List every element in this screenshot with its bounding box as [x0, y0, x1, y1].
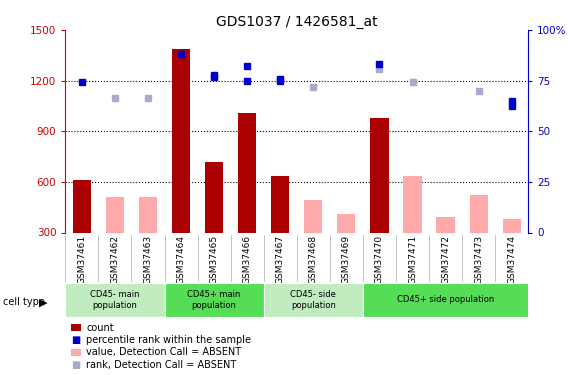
- Text: rank, Detection Call = ABSENT: rank, Detection Call = ABSENT: [86, 360, 237, 370]
- Text: value, Detection Call = ABSENT: value, Detection Call = ABSENT: [86, 348, 241, 357]
- Bar: [271, 176, 289, 232]
- Bar: [65, 283, 165, 317]
- Text: GSM37471: GSM37471: [408, 235, 417, 284]
- Text: CD45+ main
population: CD45+ main population: [187, 290, 241, 310]
- Text: ■: ■: [71, 335, 80, 345]
- Bar: [172, 49, 190, 232]
- Text: GSM37470: GSM37470: [375, 235, 384, 284]
- Bar: [403, 176, 421, 232]
- Text: GSM37466: GSM37466: [243, 235, 252, 284]
- Text: GSM37472: GSM37472: [441, 235, 450, 284]
- Bar: [73, 180, 91, 232]
- Bar: [436, 217, 454, 232]
- Text: GSM37464: GSM37464: [177, 235, 186, 284]
- Bar: [503, 219, 521, 232]
- Text: GSM37462: GSM37462: [110, 235, 119, 284]
- Text: GSM37468: GSM37468: [309, 235, 318, 284]
- Bar: [337, 214, 356, 232]
- Text: GSM37474: GSM37474: [507, 235, 516, 284]
- Text: GSM37465: GSM37465: [210, 235, 219, 284]
- Bar: [363, 283, 528, 317]
- Bar: [205, 162, 223, 232]
- Text: GSM37461: GSM37461: [77, 235, 86, 284]
- Title: GDS1037 / 1426581_at: GDS1037 / 1426581_at: [216, 15, 378, 29]
- Text: ▶: ▶: [39, 298, 47, 307]
- Text: GSM37467: GSM37467: [275, 235, 285, 284]
- Bar: [165, 283, 264, 317]
- Bar: [106, 197, 124, 232]
- Text: GSM37463: GSM37463: [144, 235, 152, 284]
- Bar: [304, 200, 323, 232]
- Bar: [139, 197, 157, 232]
- Text: GSM37469: GSM37469: [342, 235, 351, 284]
- Text: ■: ■: [71, 360, 80, 370]
- Text: CD45- main
population: CD45- main population: [90, 290, 140, 310]
- Text: GSM37473: GSM37473: [474, 235, 483, 284]
- Text: CD45+ side population: CD45+ side population: [397, 296, 494, 304]
- Bar: [470, 195, 488, 232]
- Text: CD45- side
population: CD45- side population: [290, 290, 336, 310]
- Bar: [238, 112, 256, 232]
- Text: percentile rank within the sample: percentile rank within the sample: [86, 335, 251, 345]
- Text: count: count: [86, 323, 114, 333]
- Bar: [264, 283, 363, 317]
- Bar: [370, 118, 389, 232]
- Text: cell type: cell type: [3, 297, 45, 307]
